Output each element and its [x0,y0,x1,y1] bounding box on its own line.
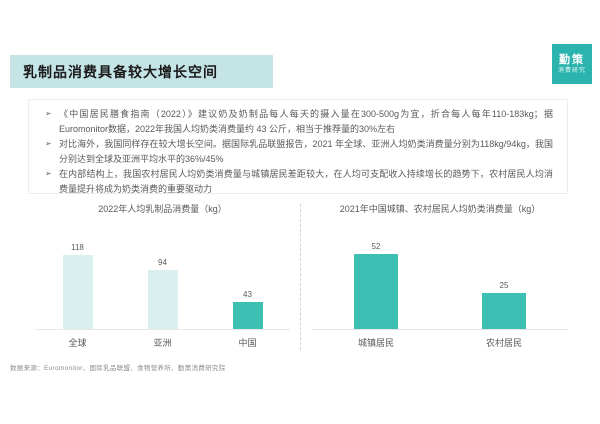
bullet-text: 在内部结构上，我国农村居民人均奶类消费量与城镇居民差距较大，在人均可支配收入持续… [59,169,553,194]
category-label: 全球 [68,338,87,348]
chart-dairy-consumption-by-region: 2022年人均乳制品消费量（kg） 118 94 43 全球 亚洲 中国 [35,202,290,349]
chart-title: 2022年人均乳制品消费量（kg） [98,204,227,214]
bullet-item: ➢ 在内部结构上，我国农村居民人均奶类消费量与城镇居民差距较大，在人均可支配收入… [45,167,553,196]
bar [147,270,178,329]
chart-title: 2021年中国城镇、农村居民人均奶类消费量（kg） [339,204,541,214]
bar [482,293,526,329]
bar-group: 43 [232,290,263,329]
bar-value-label: 52 [371,242,381,251]
category-label: 城镇居民 [357,338,394,348]
bullet-text: 《中国居民膳食指南（2022）》建议奶及奶制品每人每天的摄入量在300-500g… [59,109,553,134]
bullet-arrow-icon: ➢ [45,139,52,148]
chart-category-axis: 全球 亚洲 中国 [35,336,290,349]
bar [354,254,398,329]
page-title: 乳制品消费具备较大增长空间 [23,63,218,80]
bar [232,302,263,329]
bar-group: 118 [62,243,93,329]
bar-value-label: 43 [243,290,252,299]
brand-logo-subtitle: 消费研究 [557,67,586,74]
brand-logo: 勤策 消费研究 [552,44,592,84]
category-label: 亚洲 [153,338,172,348]
chart-category-axis: 城镇居民 农村居民 [312,336,568,349]
summary-textbox: ➢ 《中国居民膳食指南（2022）》建议奶及奶制品每人每天的摄入量在300-50… [28,99,568,194]
bar-group: 25 [482,281,526,329]
category-label: 中国 [238,338,257,348]
bar-value-label: 94 [158,258,167,267]
vertical-dashed-divider [300,204,301,350]
bar-value-label: 25 [499,281,509,290]
data-source-note: 数据来源：Euromonitor、国际乳品联盟、食物营养所、勤策消费研究院 [10,365,226,372]
chart-plot-area: 118 94 43 [35,219,290,330]
bullet-arrow-icon: ➢ [45,109,52,118]
bar-value-label: 118 [71,243,84,252]
chart-milk-consumption-urban-rural: 2021年中国城镇、农村居民人均奶类消费量（kg） 52 25 城镇居民 农村居民 [312,202,568,349]
bullet-text: 对比海外，我国同样存在较大增长空间。据国际乳品联盟报告，2021 年全球、亚洲人… [59,139,553,164]
brand-logo-name: 勤策 [559,53,585,66]
bullet-item: ➢ 《中国居民膳食指南（2022）》建议奶及奶制品每人每天的摄入量在300-50… [45,107,553,136]
slide-title-bar: 乳制品消费具备较大增长空间 [10,55,273,88]
bullet-item: ➢ 对比海外，我国同样存在较大增长空间。据国际乳品联盟报告，2021 年全球、亚… [45,137,553,166]
bar-group: 52 [354,242,398,329]
bar [62,255,93,329]
category-label: 农村居民 [485,338,522,348]
bar-group: 94 [147,258,178,329]
bullet-arrow-icon: ➢ [45,169,52,178]
chart-plot-area: 52 25 [312,219,568,330]
